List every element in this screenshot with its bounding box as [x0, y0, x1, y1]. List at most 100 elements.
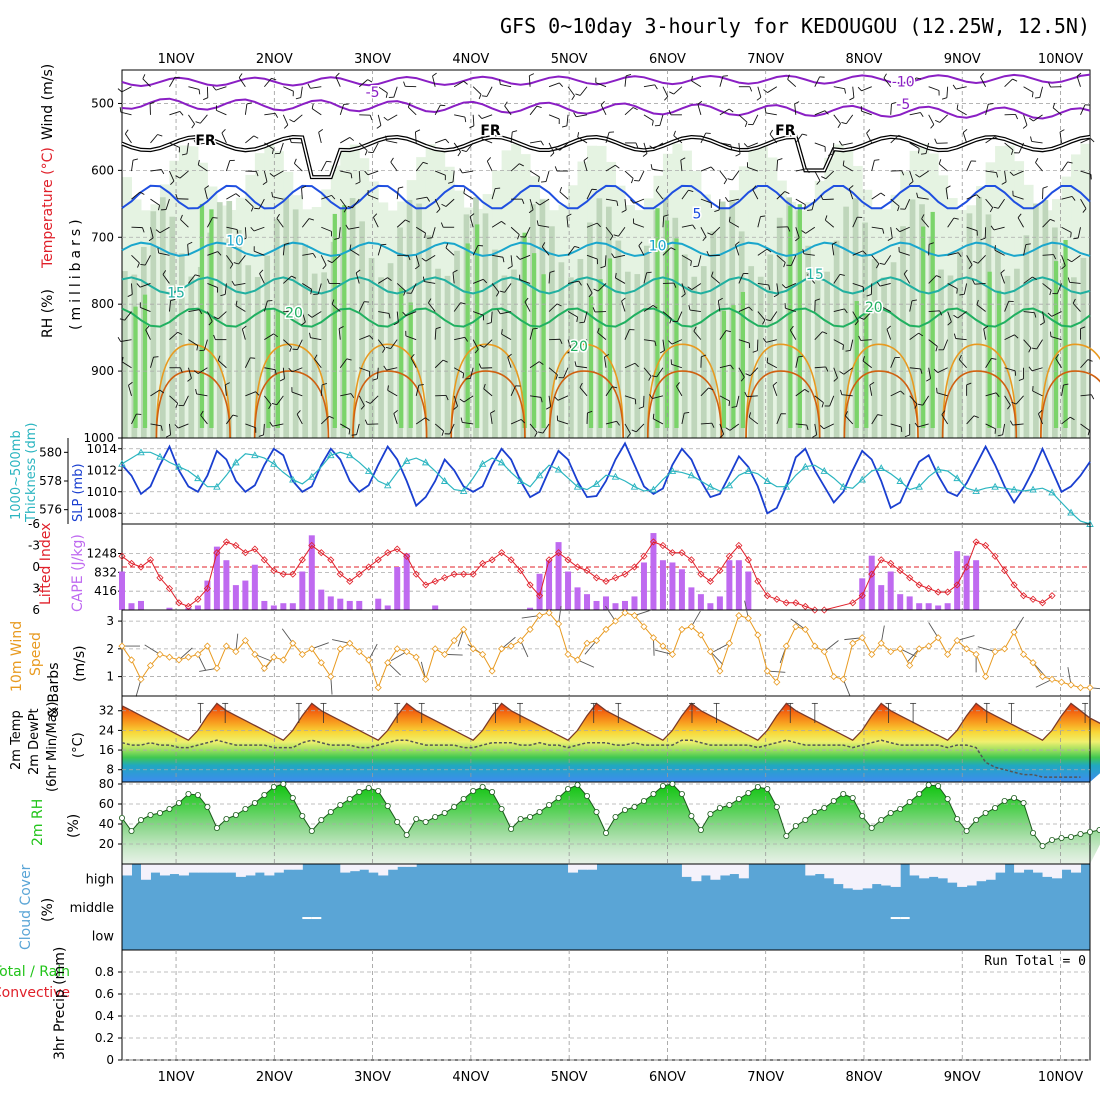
- rh-marker: [403, 832, 410, 839]
- wind-barb: [557, 395, 569, 401]
- wind-speed-marker: [906, 661, 914, 670]
- wind-barb: [633, 198, 645, 204]
- wind-barb: [890, 103, 892, 115]
- wind-speed-marker: [564, 650, 572, 658]
- wind-barb-flag: [688, 305, 691, 311]
- wind-10m-barb: [634, 609, 652, 616]
- wind-speed-marker: [507, 642, 515, 650]
- wind-barb: [264, 367, 276, 371]
- wind-barb: [150, 357, 154, 368]
- wind-barb-flag: [596, 222, 601, 228]
- rh-shade-mid: [805, 245, 811, 438]
- rh-shade-mid: [890, 262, 897, 438]
- cape-bar: [868, 555, 875, 610]
- wind-barb: [548, 303, 558, 312]
- lifted-index-marker: [1038, 599, 1047, 607]
- wind-barb-flag: [177, 331, 183, 335]
- wind-barb: [500, 311, 512, 315]
- wind-barb-flag: [566, 213, 572, 217]
- wind-barb-flag: [393, 322, 399, 326]
- wind-speed-marker: [972, 650, 980, 658]
- li-tick-label: 0: [32, 560, 40, 574]
- wind-barb-flag: [953, 314, 958, 319]
- wind-barb-flag: [174, 424, 179, 429]
- wind-barb-flag: [714, 209, 720, 213]
- wind-barb-flag: [615, 164, 620, 169]
- rh-marker: [555, 795, 562, 802]
- lifted-index-marker: [640, 552, 648, 560]
- date-label-top: 6NOV: [649, 52, 686, 67]
- wind-barb: [150, 198, 160, 206]
- wind-speed-marker: [953, 636, 961, 645]
- wind-barb: [301, 311, 306, 323]
- wind-barb-flag: [575, 93, 581, 96]
- lifted-index-marker: [887, 559, 895, 567]
- rh-shade-mid: [311, 273, 318, 438]
- wind-barb-flag: [743, 143, 748, 148]
- wind-barb-flag: [784, 191, 790, 194]
- lifted-index-marker: [858, 592, 866, 600]
- thickness-label-units: Thickness (dm): [24, 423, 39, 523]
- wind-barb-flag: [941, 410, 946, 415]
- cape-bar: [137, 600, 144, 610]
- wind-barb-flag: [781, 284, 787, 289]
- wind-barb-flag: [158, 205, 161, 211]
- wind-speed-marker: [1086, 684, 1094, 692]
- wind-barb-flag: [367, 79, 373, 83]
- wind-barb-flag: [1042, 186, 1048, 189]
- wind-barb-flag: [807, 270, 811, 276]
- wind-barb: [415, 417, 426, 425]
- rh-shade-mid: [1080, 257, 1087, 438]
- wind-barb-flag: [347, 205, 353, 209]
- wind-barb-flag: [1080, 326, 1086, 330]
- rh-shade-mid: [700, 266, 707, 438]
- rh-shade-mid: [254, 276, 261, 438]
- wind-barb: [621, 300, 626, 312]
- wind-barb-flag: [669, 318, 672, 324]
- wind-speed-marker: [640, 623, 648, 631]
- wind-barb-flag: [731, 406, 737, 408]
- wind-barb-flag: [283, 124, 289, 129]
- wind-barb-flag: [651, 120, 654, 126]
- wind-barb: [842, 165, 853, 172]
- wind-barb-flag: [426, 196, 431, 202]
- wind-barb-flag: [440, 222, 444, 228]
- y-tick-label: 3: [106, 614, 114, 628]
- rh-marker: [327, 809, 334, 816]
- wind-barb-flag: [504, 101, 508, 107]
- wind-barb: [179, 170, 189, 179]
- wind-barb-flag: [321, 382, 327, 386]
- wind-barb: [956, 108, 967, 116]
- wind-barb: [169, 142, 180, 148]
- wind-barb-flag: [668, 340, 673, 345]
- wind-barb-flag: [175, 175, 181, 179]
- wind-barb: [169, 423, 172, 435]
- cape-bar: [394, 567, 401, 610]
- wind-barb-flag: [638, 241, 643, 246]
- wind-barb-flag: [538, 176, 540, 182]
- wind-barb-flag: [459, 398, 465, 403]
- lifted-index-marker: [355, 570, 363, 578]
- wind-barb-flag: [540, 397, 543, 403]
- wind-barb-flag: [1091, 394, 1095, 400]
- bottom-date-labels: 1NOV 2NOV 3NOV 4NOV 5NOV 6NOV 7NOV 8NOV 9NOV 10NO…: [158, 1070, 1084, 1085]
- wind-barb: [681, 283, 686, 295]
- wind-barb-flag: [550, 152, 555, 157]
- wind-barb: [643, 367, 652, 377]
- date-label-top: 1NOV: [158, 52, 195, 67]
- wind-barb-flag: [576, 316, 579, 323]
- wind-barb: [519, 279, 531, 284]
- wind-barb-flag: [387, 385, 389, 391]
- wind-barb-flag: [388, 313, 391, 319]
- wind-barb: [772, 385, 778, 397]
- date-label-bottom: 2NOV: [256, 1070, 293, 1085]
- rh-marker: [650, 791, 657, 798]
- wind-barb: [335, 76, 341, 87]
- wind-barb-flag: [802, 133, 808, 136]
- wind-barb-flag: [920, 112, 924, 117]
- rh-marker: [213, 825, 220, 832]
- wind-barb-flag: [1014, 334, 1019, 339]
- precip-panel: 00.20.40.60.8: [95, 949, 1091, 1067]
- lifted-index-marker: [554, 549, 563, 557]
